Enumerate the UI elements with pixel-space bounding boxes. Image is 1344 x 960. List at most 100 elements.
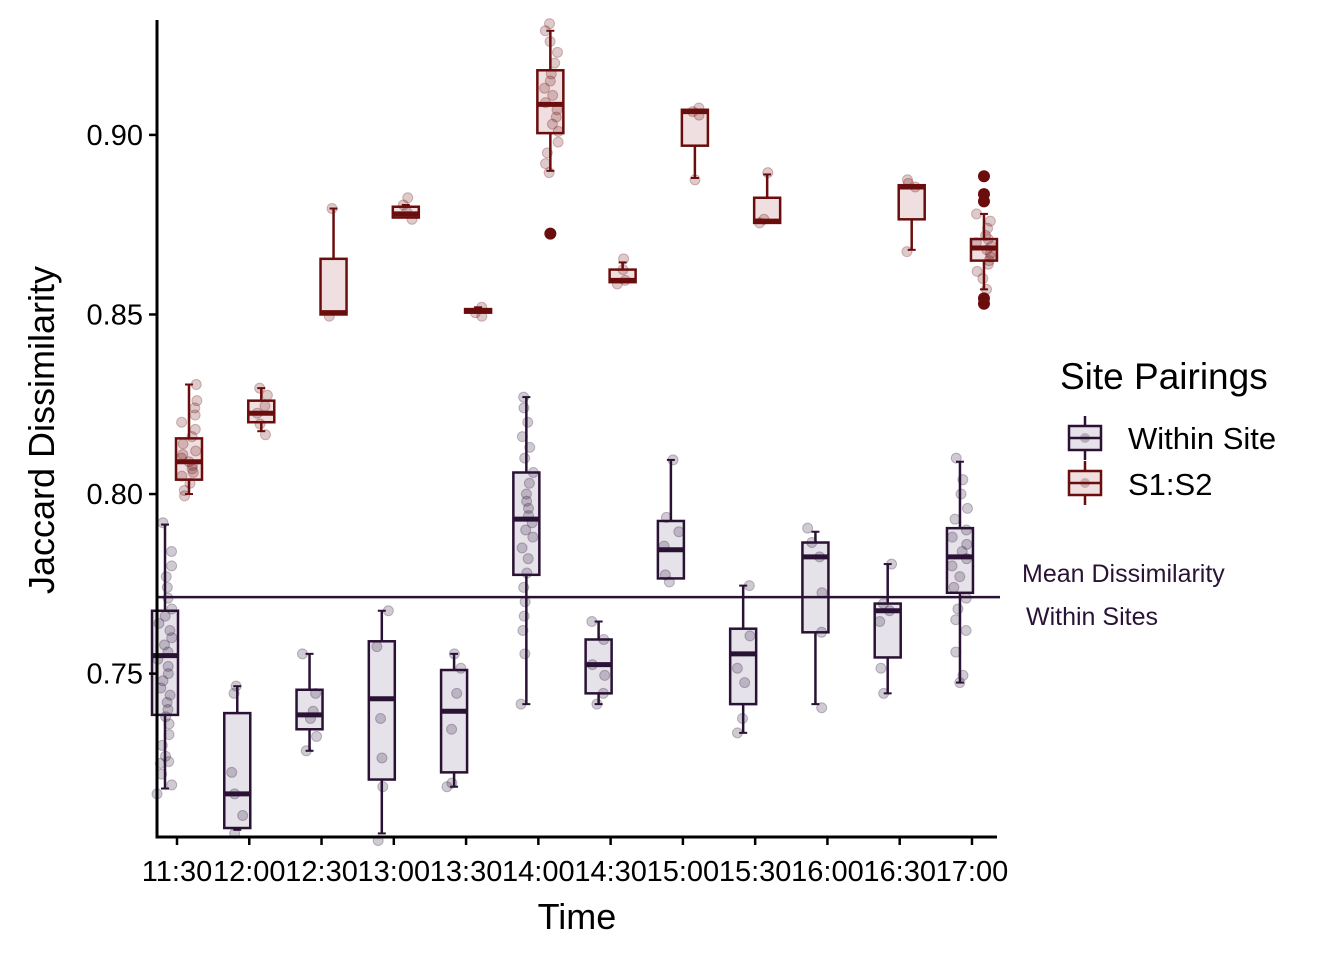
data-point — [520, 488, 532, 500]
data-point — [307, 705, 319, 717]
data-point — [659, 569, 671, 581]
box-iqr — [945, 526, 975, 595]
box-within-site-13-00 — [367, 605, 397, 847]
data-point — [961, 538, 973, 550]
data-point — [982, 233, 994, 245]
data-point — [543, 18, 555, 30]
data-point — [591, 698, 603, 710]
data-point — [254, 418, 266, 430]
data-point — [543, 167, 555, 179]
data-point — [189, 423, 201, 435]
data-point — [527, 531, 539, 543]
data-point — [160, 711, 172, 723]
legend-key-within-site — [1067, 416, 1103, 460]
data-point — [758, 213, 770, 225]
x-tick-label: 14:30 — [574, 856, 647, 888]
data-point — [177, 449, 189, 461]
box-s1-s2-16-30 — [897, 174, 926, 258]
x-tick-label: 15:30 — [719, 856, 792, 888]
outlier-point — [977, 188, 990, 201]
data-point — [961, 553, 973, 565]
data-point — [687, 106, 699, 118]
data-point — [159, 610, 171, 622]
box-iqr — [367, 640, 397, 781]
box-s1-s2-14-30 — [608, 253, 637, 290]
box-within-site-14-00 — [512, 391, 541, 710]
box-within-site-12-00 — [223, 680, 252, 839]
data-point — [806, 537, 818, 549]
y-tick-label: 0.80 — [87, 479, 143, 511]
data-point — [948, 581, 960, 593]
series-within-site — [150, 391, 975, 847]
data-point — [186, 459, 198, 471]
data-point — [166, 560, 178, 572]
data-point — [229, 788, 241, 800]
data-point — [957, 669, 969, 681]
data-point — [985, 247, 997, 259]
data-point — [901, 246, 913, 258]
data-point — [523, 477, 535, 489]
data-point — [186, 431, 198, 443]
data-point — [736, 712, 748, 724]
data-point — [226, 766, 238, 778]
data-point — [552, 125, 564, 137]
data-point — [693, 109, 705, 121]
box-s1-s2-15-30 — [752, 167, 782, 229]
box-s1-s2-13-00 — [391, 192, 421, 225]
data-point — [190, 379, 202, 391]
data-point — [546, 118, 558, 130]
data-point — [517, 625, 529, 637]
data-point — [617, 264, 629, 276]
data-point — [323, 310, 335, 322]
data-point — [259, 400, 271, 412]
data-point — [237, 809, 249, 821]
data-point — [660, 511, 672, 523]
data-point — [816, 626, 828, 638]
box-s1-s2-13-30 — [463, 301, 493, 322]
data-point — [731, 662, 743, 674]
data-point — [304, 712, 316, 724]
data-point — [160, 750, 172, 762]
box-iqr — [439, 668, 469, 774]
x-tick-label: 12:00 — [213, 856, 286, 888]
box-within-site-16-30 — [873, 558, 902, 699]
box-iqr — [536, 69, 565, 135]
data-point — [586, 659, 598, 671]
plot-marks — [150, 18, 999, 847]
data-point — [983, 255, 995, 267]
data-point — [550, 111, 562, 123]
data-point — [166, 545, 178, 557]
data-point — [164, 689, 176, 701]
data-point — [310, 687, 322, 699]
legend-label-within-site: Within Site — [1128, 421, 1276, 456]
data-point — [189, 409, 201, 421]
data-point — [549, 57, 561, 69]
data-point — [521, 495, 533, 507]
y-tick-label: 0.85 — [87, 299, 143, 331]
x-tick-label: 13:30 — [430, 856, 503, 888]
box-within-site-16-00 — [801, 522, 830, 714]
data-point — [599, 669, 611, 681]
box-within-site-14-30 — [584, 616, 613, 710]
data-point — [446, 777, 458, 789]
box-s1-s2-12-00 — [247, 382, 276, 441]
data-point — [166, 779, 178, 791]
data-point — [982, 222, 994, 234]
data-point — [382, 605, 394, 617]
data-point — [522, 502, 534, 514]
data-point — [886, 558, 898, 570]
data-point — [518, 610, 530, 622]
data-point — [518, 581, 530, 593]
x-tick-label: 16:00 — [791, 856, 864, 888]
data-point — [597, 687, 609, 699]
box-s1-s2-11-30 — [174, 379, 204, 502]
data-point — [519, 648, 531, 660]
data-point — [980, 229, 992, 241]
data-point — [901, 174, 913, 186]
data-point — [178, 484, 190, 496]
data-point — [260, 429, 272, 441]
x-tick-label: 13:00 — [358, 856, 431, 888]
data-point — [957, 474, 969, 486]
data-point — [176, 470, 188, 482]
box-iqr — [223, 711, 252, 830]
